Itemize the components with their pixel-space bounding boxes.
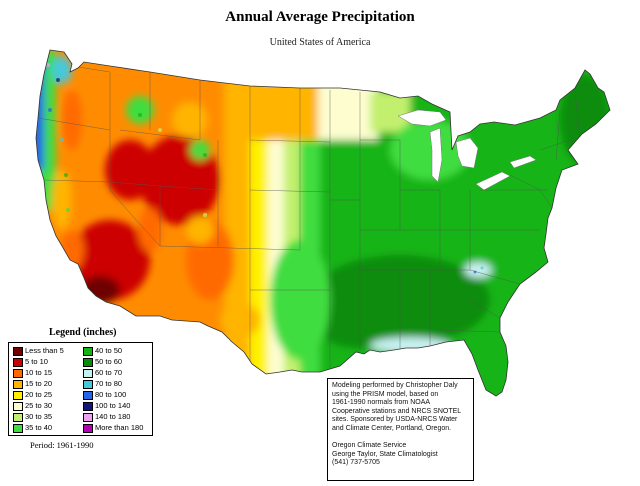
credits-line: and Climate Center, Portland, Oregon. <box>332 424 452 432</box>
legend-label: 10 to 15 <box>25 368 53 377</box>
legend-swatch <box>13 347 23 356</box>
legend-swatch <box>83 391 93 400</box>
legend-title: Legend (inches) <box>49 327 117 338</box>
credits-box: Modeling performed by Christopher Daly u… <box>327 378 474 481</box>
credits-line: 1961-1990 normals from NOAA <box>332 399 431 407</box>
legend-swatch <box>83 347 93 356</box>
legend-swatch <box>13 358 23 367</box>
legend-label: 5 to 10 <box>25 357 48 366</box>
legend-swatch <box>83 402 93 411</box>
credits-line: sites. Sponsored by USDA-NRCS Water <box>332 416 458 424</box>
legend-swatch <box>13 424 23 433</box>
contact-line: Oregon Climate Service <box>332 442 407 450</box>
legend-label: 100 to 140 <box>95 401 131 410</box>
legend-swatch <box>83 358 93 367</box>
legend-label: 50 to 60 <box>95 357 123 366</box>
legend-label: 70 to 80 <box>95 379 123 388</box>
legend-swatch <box>13 402 23 411</box>
legend-label: 25 to 30 <box>25 401 53 410</box>
map-title: Annual Average Precipitation <box>225 9 415 25</box>
credits-line: Modeling performed by Christopher Daly <box>332 382 458 389</box>
legend-swatch <box>13 413 23 422</box>
legend-swatch <box>83 413 93 422</box>
legend-label: 40 to 50 <box>95 346 123 355</box>
legend-swatch <box>13 380 23 389</box>
contact-line: George Taylor, State Climatologist <box>332 450 438 458</box>
legend-label: 30 to 35 <box>25 412 53 421</box>
legend-label: 35 to 40 <box>25 423 53 432</box>
legend-swatch <box>13 391 23 400</box>
legend-label: More than 180 <box>95 423 144 432</box>
legend-label: 80 to 100 <box>95 390 127 399</box>
legend-swatch <box>83 380 93 389</box>
legend-label: 140 to 180 <box>95 412 131 421</box>
legend-label: Less than 5 <box>25 346 64 355</box>
legend-swatch <box>83 369 93 378</box>
legend: Less than 5 5 to 10 10 to 15 15 to 20 20 to … <box>8 342 153 436</box>
legend-label: 60 to 70 <box>95 368 123 377</box>
legend-label: 20 to 25 <box>25 390 53 399</box>
period-label: Period: 1961-1990 <box>30 440 94 450</box>
legend-swatch <box>13 369 23 378</box>
map-subtitle: United States of America <box>269 37 371 48</box>
credits-line: Cooperative stations and NRCS SNOTEL <box>332 407 462 415</box>
legend-label: 15 to 20 <box>25 379 53 388</box>
credits-line: using the PRISM model, based on <box>332 390 439 398</box>
contact-line: (541) 737-5705 <box>332 459 380 467</box>
legend-swatch <box>83 424 93 433</box>
